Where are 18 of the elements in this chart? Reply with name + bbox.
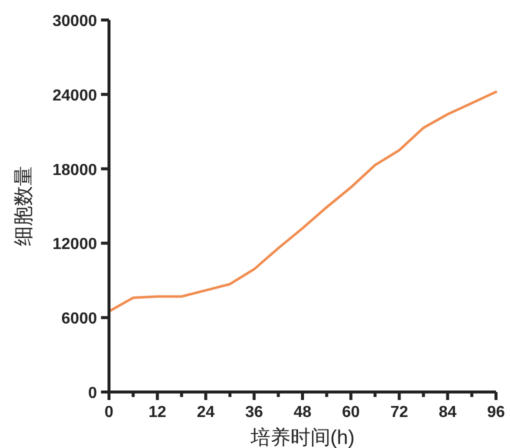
y-tick-label: 6000 [61, 310, 98, 328]
y-tick-label: 24000 [52, 87, 98, 104]
y-axis-title: 细胞数量 [13, 166, 35, 246]
line-series [108, 90, 498, 313]
x-tick-label: 48 [294, 404, 312, 421]
y-tick-label: 18000 [52, 162, 98, 179]
x-axis-title: 培养时间(h) [249, 427, 355, 448]
x-tick-label: 24 [196, 404, 215, 421]
y-tick-label: 30000 [52, 13, 98, 30]
x-tick-label: 60 [342, 404, 360, 421]
y-tick-label: 12000 [52, 236, 98, 254]
x-tick-label: 72 [390, 404, 408, 421]
x-tick-label: 0 [104, 404, 114, 421]
x-tick-label: 12 [148, 404, 166, 421]
x-tick-label: 96 [487, 404, 505, 421]
x-tick-label: 84 [438, 404, 457, 421]
y-tick-label: 0 [88, 385, 98, 402]
x-tick-label: 36 [245, 404, 264, 421]
